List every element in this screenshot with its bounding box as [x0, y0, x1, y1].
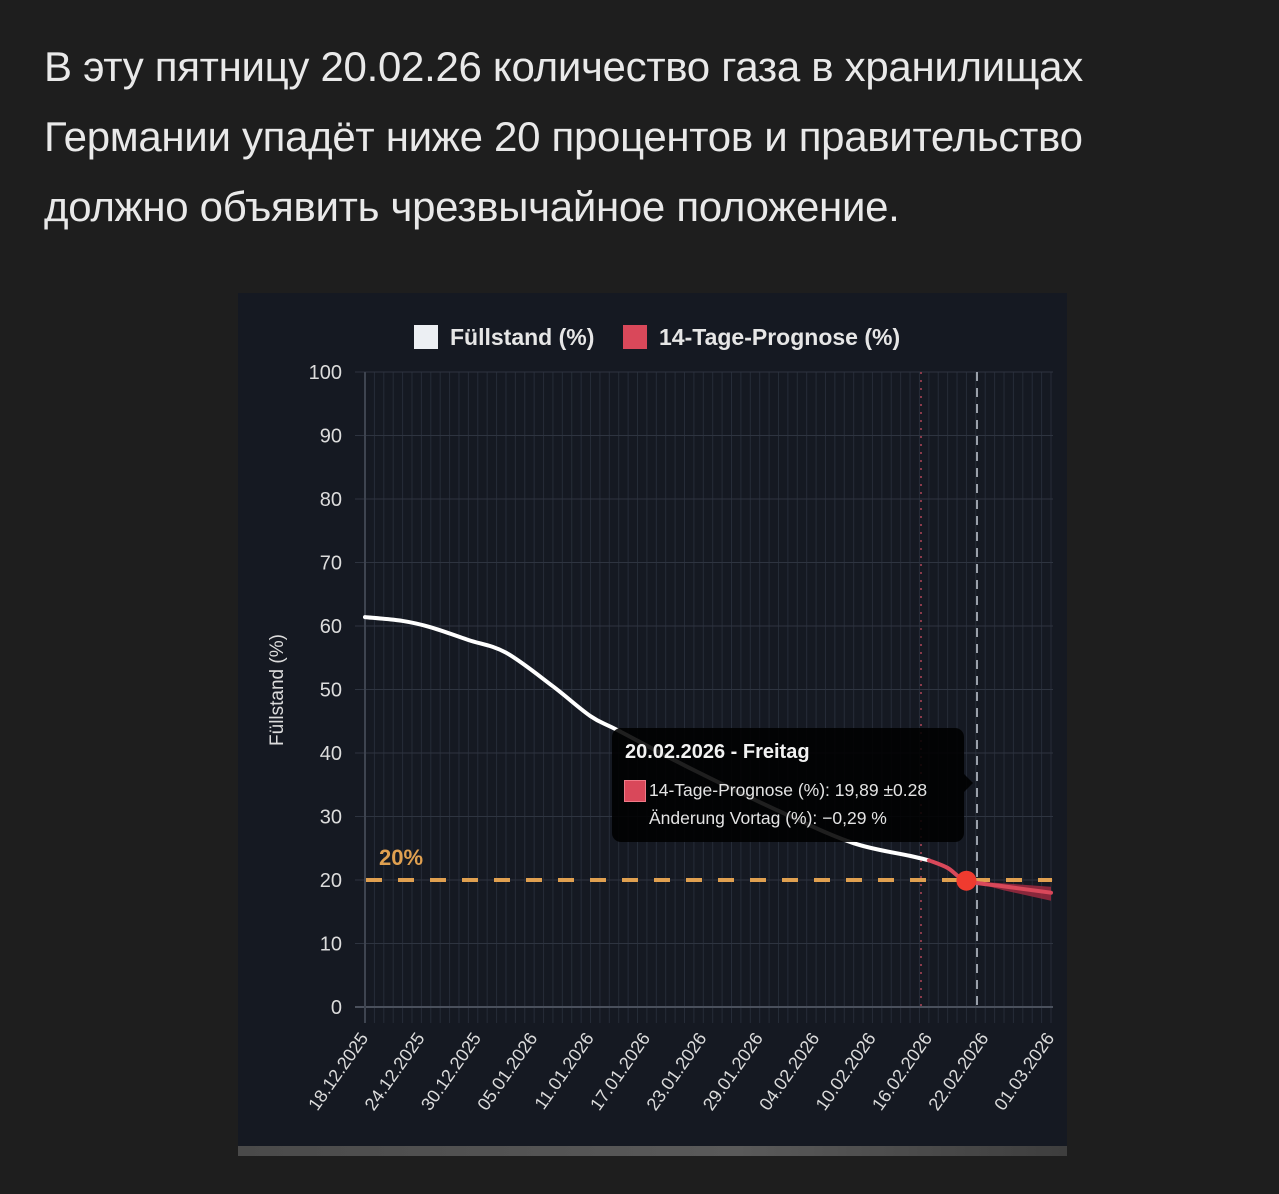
y-tick-label: 40: [320, 743, 342, 765]
y-tick-label: 30: [320, 807, 342, 829]
y-tick-label: 60: [320, 616, 342, 638]
tooltip-swatch: [624, 780, 646, 802]
legend: Füllstand (%) 14-Tage-Prognose (%): [414, 324, 900, 350]
y-tick-label: 0: [331, 997, 342, 1019]
forecast-point-marker[interactable]: [956, 870, 977, 891]
y-tick-label: 70: [320, 553, 342, 575]
legend-label-fuellstand[interactable]: Füllstand (%): [450, 324, 594, 350]
y-tick-label: 80: [320, 489, 342, 511]
y-axis-label: Füllstand (%): [267, 634, 288, 746]
headline-line-1: В эту пятницу 20.02.26 количество газа в…: [44, 43, 1083, 90]
legend-label-prognose[interactable]: 14-Tage-Prognose (%): [659, 324, 900, 350]
chart-card: Füllstand (%) 14-Tage-Prognose (%) 100 90…: [238, 293, 1067, 1146]
headline-line-3: должно объявить чрезвычайное положение.: [44, 183, 900, 230]
y-tick-label: 20: [320, 870, 342, 892]
y-tick-label: 50: [320, 680, 342, 702]
tooltip-row-change: Änderung Vortag (%): −0,29 %: [649, 808, 887, 828]
tooltip: 20.02.2026 - Freitag 14-Tage-Prognose (%…: [612, 728, 973, 842]
y-tick-label: 10: [320, 934, 342, 956]
grid: [355, 371, 1053, 1023]
legend-swatch-fuellstand: [414, 325, 438, 349]
x-tick-label: 01.03.2026: [990, 1029, 1058, 1114]
fuellstand-line[interactable]: [363, 615, 931, 863]
headline: В эту пятницу 20.02.26 количество газа в…: [44, 32, 1264, 242]
x-axis-ticks: 18.12.202524.12.202530.12.202505.01.2026…: [304, 1029, 1058, 1114]
y-tick-label: 100: [309, 362, 342, 384]
legend-swatch-prognose: [623, 325, 647, 349]
y-tick-label: 90: [320, 426, 342, 448]
scrollbar[interactable]: [238, 1146, 1067, 1156]
threshold-label: 20%: [379, 845, 423, 870]
tooltip-row-prognose: 14-Tage-Prognose (%): 19,89 ±0.28: [649, 780, 928, 800]
headline-line-2: Германии упадёт ниже 20 процентов и прав…: [44, 113, 1083, 160]
tooltip-title: 20.02.2026 - Freitag: [625, 741, 810, 763]
gas-storage-chart[interactable]: Füllstand (%) 14-Tage-Prognose (%) 10090…: [238, 293, 1067, 1146]
tooltip-arrow: [964, 774, 973, 792]
